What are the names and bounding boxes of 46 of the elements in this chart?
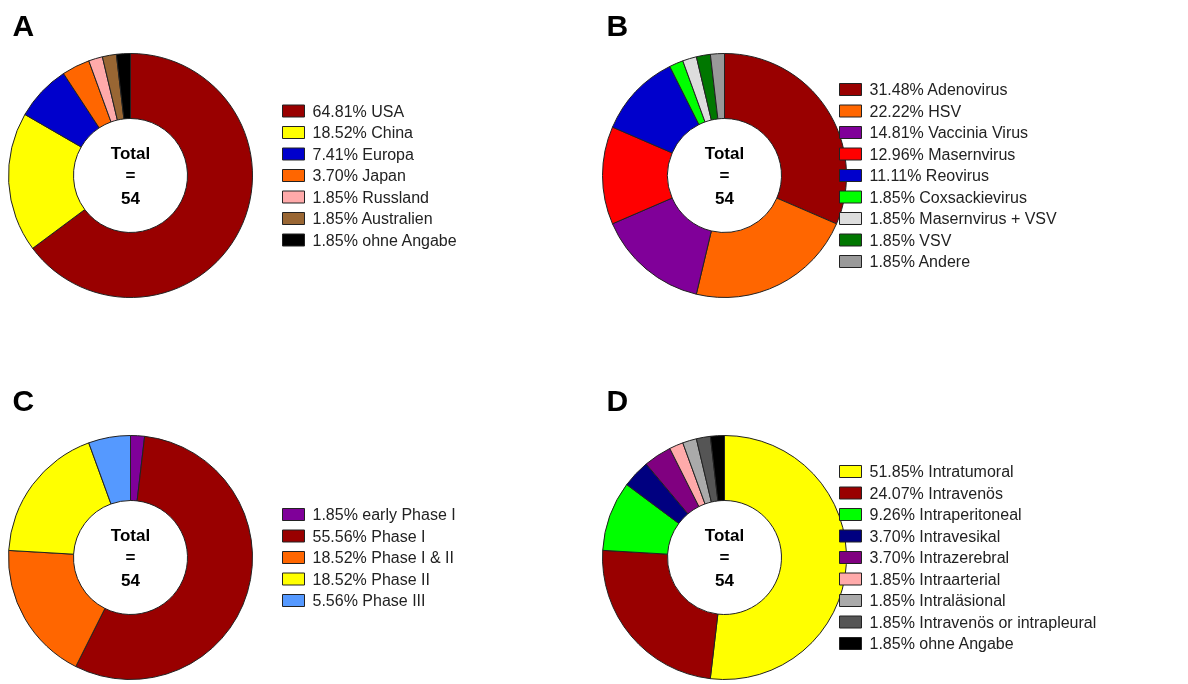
legend-label: 1.85% early Phase I <box>312 506 456 523</box>
legend-label: 18.52% Phase II <box>312 570 430 588</box>
legend-label: 51.85% Intratumoral <box>869 463 1014 480</box>
legend-label: 1.85% Intraarterial <box>869 570 1001 588</box>
legend-label: 11.11% Reovirus <box>869 167 989 184</box>
chart-title: B <box>606 9 629 42</box>
legend-label: 22.22% HSV <box>869 102 962 120</box>
legend-label: 3.70% Japan <box>312 167 406 184</box>
legend-label: 24.07% Intravenös <box>869 484 1003 502</box>
legend-label: 3.70% Intravesikal <box>869 527 1001 545</box>
chart-title: D <box>606 384 629 417</box>
text: Total <box>110 144 151 163</box>
legend-label: 31.48% Adenovirus <box>869 81 1008 98</box>
legend-label: 7.41% Europa <box>312 145 415 163</box>
legend-label: 1.85% VSV <box>869 231 952 249</box>
chart-title: C <box>12 384 35 417</box>
legend-label: 1.85% Intraläsional <box>869 592 1006 609</box>
legend-label: 18.52% Phase I & II <box>312 549 454 566</box>
legend-label: 1.85% Masernvirus + VSV <box>869 210 1058 227</box>
text: = <box>719 166 730 185</box>
text: 54 <box>715 570 735 590</box>
legend-label: 1.85% Coxsackievirus <box>869 188 1027 206</box>
legend-label: 64.81% USA <box>312 102 405 120</box>
text: 54 <box>121 570 141 590</box>
text: Total <box>704 144 745 163</box>
legend-label: 1.85% Australien <box>312 210 433 227</box>
legend-label: 55.56% Phase I <box>312 527 426 545</box>
text: Total <box>704 526 745 545</box>
legend-label: 1.85% Andere <box>869 253 971 270</box>
legend-label: 5.56% Phase III <box>312 592 426 609</box>
text: = <box>125 166 136 185</box>
legend-label: 18.52% China <box>312 124 414 141</box>
text: 54 <box>121 188 141 208</box>
text: = <box>719 548 730 567</box>
legend-label: 9.26% Intraperitoneal <box>869 506 1022 523</box>
text: 54 <box>715 188 735 208</box>
legend-label: 1.85% ohne Angabe <box>312 231 457 249</box>
legend-label: 1.85% Russland <box>312 188 430 206</box>
legend-label: 1.85% ohne Angabe <box>869 635 1014 652</box>
legend-label: 1.85% Intravenös or intrapleural <box>869 613 1097 631</box>
legend-label: 3.70% Intrazerebral <box>869 549 1010 566</box>
text: = <box>125 548 136 567</box>
chart-title: A <box>12 9 35 42</box>
legend-label: 12.96% Masernvirus <box>869 145 1016 163</box>
legend-label: 14.81% Vaccinia Virus <box>869 124 1029 141</box>
text: Total <box>110 526 151 545</box>
